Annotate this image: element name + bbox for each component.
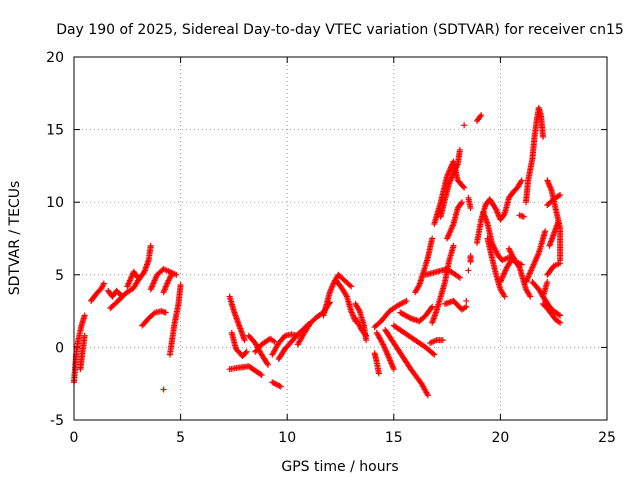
y-tick-label: -5 [50,413,64,429]
data-point [439,337,446,344]
data-point [160,386,167,393]
data-point [456,274,463,281]
data-point [430,350,437,357]
data-point [520,213,527,220]
x-axis-label: GPS time / hours [281,459,398,475]
data-point [147,242,154,249]
x-tick-label: 15 [385,430,403,446]
data-point [424,392,431,399]
tick-labels: 0 5 10 15 20 25 -5 0 5 10 15 20 [46,50,616,446]
data-point [557,312,564,319]
data-point [501,293,508,300]
data-point [431,351,438,358]
data-point [134,273,141,280]
data-point [557,191,564,198]
data-point [527,293,534,300]
data-point [463,303,470,310]
data-point [258,371,265,378]
data-point [162,309,169,316]
data-point [257,371,264,378]
data-point [544,279,551,286]
data-point [554,219,561,226]
y-tick-label: 5 [55,268,64,284]
y-tick-label: 15 [46,123,64,139]
data-point [459,199,466,206]
x-tick-label: 10 [278,430,296,446]
data-point [134,274,141,281]
data-point [467,205,474,212]
data-point [348,283,355,290]
x-tick-label: 0 [70,430,79,446]
data-point [463,297,470,304]
data-point [346,282,353,289]
data-point [375,370,382,377]
data-point [362,331,369,338]
data-point [518,177,525,184]
x-tick-label: 5 [176,430,185,446]
data-point [242,349,249,356]
data-point [177,281,184,288]
data-point [557,319,564,326]
y-tick-label: 20 [46,50,64,66]
data-point [243,348,250,355]
y-tick-label: 10 [46,195,64,211]
data-point [81,312,88,319]
data-point [169,270,176,277]
chart-title: Day 190 of 2025, Sidereal Day-to-day VTE… [56,22,624,38]
data-point [467,252,474,259]
data-point [465,267,472,274]
data-point [100,280,107,287]
data-point [500,211,507,218]
data-point [428,304,435,311]
y-tick-label: 0 [55,340,64,356]
data-point [460,183,467,190]
data-point [406,314,413,321]
data-point [271,338,278,345]
data-point [265,361,272,368]
data-point [81,332,88,339]
x-tick-label: 20 [491,430,509,446]
data-point [461,122,468,129]
data-point [557,257,564,264]
data-point [461,184,468,191]
data-point [478,112,485,119]
data-point [555,311,562,318]
data-point [540,133,547,140]
data-points [71,104,564,399]
data-point [450,242,457,249]
x-tick-label: 25 [598,430,616,446]
data-point [264,360,271,367]
data-point [403,297,410,304]
data-point [542,228,549,235]
plot-frame [73,56,608,421]
grid [74,57,607,420]
y-axis-label: SDTVAR / TECUs [7,181,23,296]
data-point [363,332,370,339]
data-point [429,303,436,310]
data-point [390,366,397,373]
data-point [458,200,465,207]
data-point [515,263,522,270]
data-point [456,146,463,153]
data-point [277,383,284,390]
data-point [555,192,562,199]
data-point [241,337,248,344]
data-point [429,235,436,242]
